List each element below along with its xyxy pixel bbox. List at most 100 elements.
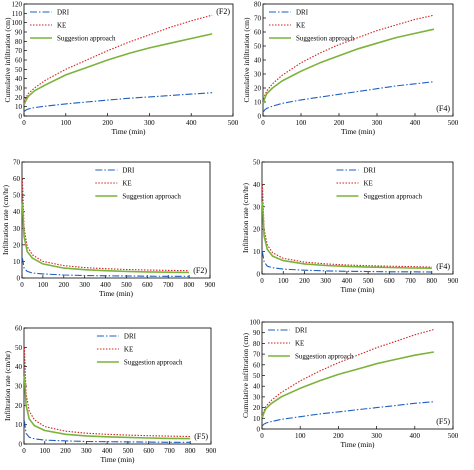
y-tick-label: 20 [15,402,23,410]
y-axis-label: Cumulative infiltration (cm) [242,17,251,102]
chart-panel-p1: 0 100 200 300 400 500010203040506070809010011… [3,1,239,137]
x-tick-label: 200 [334,119,345,127]
y-tick-label: 60 [15,57,23,65]
series-line-suggestion-approach [261,351,435,418]
y-tick-label: 0 [257,426,261,434]
legend-label: KE [57,22,66,30]
plot-frame [23,327,212,445]
y-tick-label: 70 [13,159,21,167]
y-tick-label: 40 [254,57,262,65]
x-tick-label: 500 [228,119,239,127]
x-tick-label: 900 [205,281,216,289]
x-tick-label: 100 [295,432,306,440]
panel-tag: (F5) [436,417,450,426]
legend-label: Suggestion approach [296,35,355,43]
x-tick-label: 200 [102,119,113,127]
y-axis-label: Cumulative infiltration (cm) [3,17,12,102]
x-tick-label: 300 [371,432,382,440]
y-tick-label: 20 [254,85,262,93]
y-tick-label: 40 [253,181,261,189]
x-tick-label: 0 [261,119,265,127]
series-line-suggestion-approach [23,376,191,440]
y-axis-label: Infiltration rate (cm/hr) [1,185,10,255]
y-tick-label: 10 [253,415,261,423]
y-tick-label: 70 [253,351,261,359]
y-tick-label: 10 [254,99,262,107]
y-tick-label: 40 [253,383,261,391]
x-tick-label: 0 [260,277,264,285]
y-tick-label: 120 [12,1,23,9]
legend-label: DRI [57,9,70,17]
y-tick-label: 10 [15,421,23,429]
y-tick-label: 0 [257,271,261,279]
panel-tag: (F2) [193,266,207,275]
x-tick-label: 200 [59,281,70,289]
legend-label: KE [122,180,131,188]
y-tick-label: 40 [13,208,21,216]
x-tick-label: 400 [342,277,353,285]
legend-label: Suggestion approach [295,353,354,361]
series-line-ke [23,14,213,103]
x-tick-label: 200 [299,277,310,285]
x-tick-label: 900 [206,447,217,455]
y-tick-label: 70 [254,15,262,23]
y-axis-label: Cumulative infiltration (cm) [241,333,250,418]
chart-panel-p5: 0 100 200 300 400 500 600 700 800 900 0 10 20 30 40 50 6… [3,325,217,465]
y-tick-label: 80 [15,38,23,46]
y-tick-label: 100 [250,319,261,327]
y-tick-label: 50 [253,159,261,167]
x-axis-label: Time (min) [99,289,134,298]
y-tick-label: 10 [15,103,23,111]
legend-label: Suggestion approach [57,35,116,43]
x-tick-label: 300 [320,277,331,285]
y-tick-label: 10 [253,248,261,256]
x-tick-label: 300 [372,119,383,127]
x-tick-label: 300 [81,447,92,455]
x-tick-label: 800 [185,447,196,455]
legend-label: DRI [122,167,135,175]
legend-label: DRI [363,167,376,175]
series-line-dri [261,401,434,427]
x-tick-label: 400 [186,119,197,127]
series-line-dri [262,81,435,113]
x-tick-label: 400 [100,281,111,289]
chart-panel-p4: 0 100 200 300 400 500 600 700 800 900 0 10 20 30 40 50 T… [241,159,459,295]
series-line-suggestion-approach [262,28,435,104]
y-tick-label: 10 [13,258,21,266]
x-tick-label: 0 [260,432,264,440]
y-tick-label: 0 [19,441,23,449]
x-tick-label: 600 [143,447,154,455]
legend-label: DRI [124,333,137,341]
plot-frame [261,161,454,275]
legend-label: KE [295,340,304,348]
series-line-dri [23,420,191,443]
legend-label: Suggestion approach [124,359,183,367]
x-tick-label: 800 [184,281,195,289]
chart-panel-p3: 0 100 200 300 400 500 600 700 800 900 0 10 20 30 40 50 6… [1,159,216,299]
legend-label: DRI [295,327,308,335]
series-line-suggestion-approach [21,203,190,274]
panel-tag: (F5) [194,432,208,441]
y-tick-label: 110 [12,10,23,18]
x-tick-label: 100 [61,119,72,127]
x-tick-label: 100 [296,119,307,127]
x-tick-label: 500 [448,432,459,440]
y-tick-label: 20 [13,241,21,249]
x-tick-label: 100 [278,277,289,285]
y-tick-label: 40 [15,75,23,83]
y-tick-label: 20 [15,94,23,102]
y-tick-label: 30 [13,225,21,233]
y-tick-label: 60 [253,361,261,369]
y-tick-label: 50 [253,372,261,380]
x-axis-label: Time (min) [111,127,146,136]
x-tick-label: 100 [40,447,51,455]
series-line-ke [262,14,435,103]
x-tick-label: 300 [144,119,155,127]
x-tick-label: 200 [333,432,344,440]
x-tick-label: 400 [102,447,113,455]
series-line-suggestion-approach [261,202,432,269]
y-axis-label: Infiltration rate (cm/hr) [3,351,12,421]
x-tick-label: 200 [60,447,71,455]
plot-frame [23,3,234,117]
chart-panel-p2: 0 100 200 300 400 500 0 10 20 30 40 50 60 70 80 Time (m… [242,1,459,137]
